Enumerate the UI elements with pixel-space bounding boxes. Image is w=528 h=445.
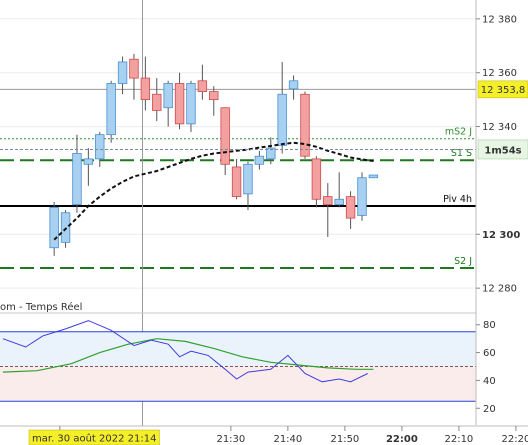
price-tick-label: 12 300 [482, 230, 520, 241]
candle-body [243, 163, 253, 195]
candle-body [277, 93, 287, 146]
crosshair-time-label: mar. 30 août 2022 21:14 [32, 433, 156, 445]
current-price-tag: 1m54s [477, 139, 528, 160]
time-tick-label: 21:40 [273, 434, 302, 445]
candle-body [220, 107, 230, 165]
candle-body [266, 147, 276, 160]
oscillator-fast-line [2, 320, 368, 383]
candles [49, 53, 379, 256]
candle-body [197, 80, 208, 92]
candle-body [72, 153, 82, 206]
candle-body [231, 166, 242, 197]
price-panel: mS2 J S1 S Piv 4h S2 J om - Temps Réel [0, 0, 476, 426]
candle-body [49, 206, 59, 249]
level-lines: mS2 J S1 S Piv 4h S2 J [0, 127, 476, 269]
price-axis: 12 380 12 360 12 340 12 300 12 280 [476, 14, 520, 295]
candle-body [345, 196, 356, 219]
candle-body [334, 198, 344, 206]
candle-body [174, 83, 185, 125]
candle-body [152, 93, 162, 111]
candle-body [311, 158, 322, 200]
candle-body [163, 83, 173, 109]
level-label: S1 S [451, 148, 472, 159]
candle-body [95, 134, 105, 160]
level-label: Piv 4h [443, 194, 472, 205]
price-tick-label: 12 340 [482, 122, 517, 133]
crosshair-time-tag: mar. 30 août 2022 21:14 [28, 429, 160, 445]
candle-body [106, 83, 116, 136]
oscillator-slow-line [2, 338, 374, 373]
candle-body [117, 61, 128, 84]
oscillator-lower-zone [0, 366, 476, 402]
candle-body [60, 212, 71, 243]
candle-body [186, 83, 196, 125]
time-tick-label: 22:10 [444, 434, 473, 445]
oscillator-tick-label: 40 [483, 376, 496, 387]
source-label: om - Temps Réel [0, 301, 82, 313]
candle-body [254, 155, 265, 165]
crosshair-time-box [28, 429, 160, 445]
time-tick-label: 22:20 [501, 434, 528, 445]
candle-body [368, 174, 379, 179]
oscillator-tick-label: 20 [483, 404, 496, 415]
current-price-countdown: 1m54s [484, 145, 521, 156]
level-label: mS2 J [445, 127, 472, 138]
crosshair-price-label: 12 353,8 [481, 85, 526, 96]
price-tick-label: 12 380 [482, 14, 517, 25]
crosshair-price-tag: 12 353,8 [477, 80, 528, 99]
crosshair-price-box [477, 80, 528, 99]
candle-body [357, 177, 367, 216]
candle-body [288, 80, 299, 90]
time-tick-label: 21:30 [216, 434, 245, 445]
level-label: S2 J [454, 256, 472, 267]
time-tick-label: 22:00 [386, 434, 418, 445]
current-price-box [477, 139, 528, 160]
candle-body [129, 58, 139, 79]
candle-body [140, 77, 151, 101]
oscillator-tick-label: 60 [483, 348, 496, 359]
price-grid [0, 18, 476, 289]
oscillator-panel [0, 312, 476, 402]
candle-body [300, 93, 310, 157]
price-plot-area [0, 0, 476, 307]
price-tick-label: 12 360 [482, 68, 517, 79]
moving-average-line [53, 141, 374, 241]
candle-body [323, 196, 333, 206]
price-tick-label: 12 280 [482, 284, 517, 295]
oscillator-axis: 80 60 40 20 [476, 320, 496, 415]
oscillator-upper-zone [0, 331, 476, 367]
time-tick-label: 21:50 [330, 434, 359, 445]
oscillator-tick-label: 80 [483, 320, 496, 331]
candle-body [83, 158, 94, 165]
candle-body [209, 91, 219, 101]
